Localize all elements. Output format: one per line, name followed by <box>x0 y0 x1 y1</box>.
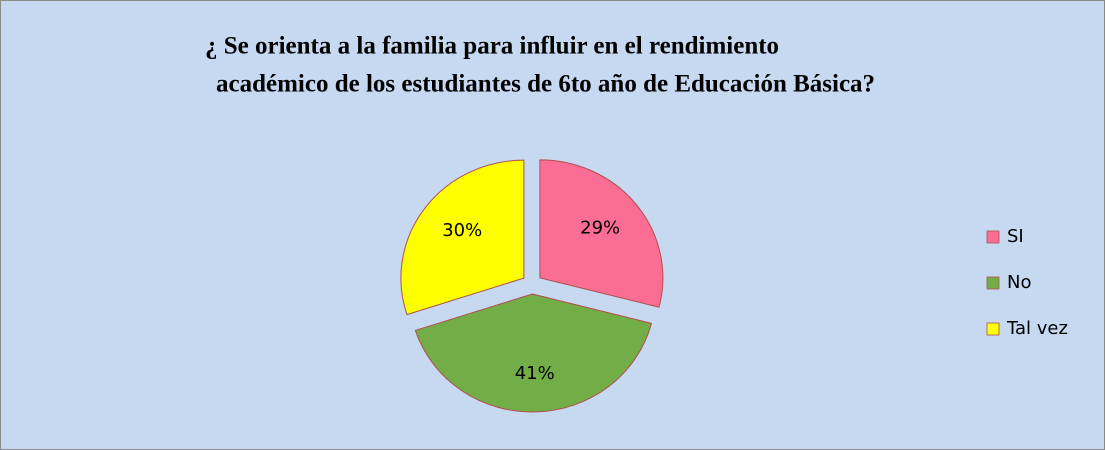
legend-swatch <box>986 322 1000 336</box>
data-label: 41% <box>515 363 555 384</box>
chart-title: ¿ Se orienta a la familia para influir e… <box>205 33 779 60</box>
legend-label: SI <box>1007 226 1024 247</box>
data-label: 29% <box>580 218 620 239</box>
legend-label: Tal vez <box>1006 318 1068 339</box>
pie-slice <box>539 159 664 308</box>
pie-slice <box>414 293 653 413</box>
pie-slice <box>400 159 525 316</box>
legend-swatch <box>986 276 1000 290</box>
data-label: 30% <box>442 220 482 241</box>
chart-title: académico de los estudiantes de 6to año … <box>216 71 875 98</box>
legend-label: No <box>1007 272 1031 293</box>
legend-swatch <box>986 230 1000 244</box>
